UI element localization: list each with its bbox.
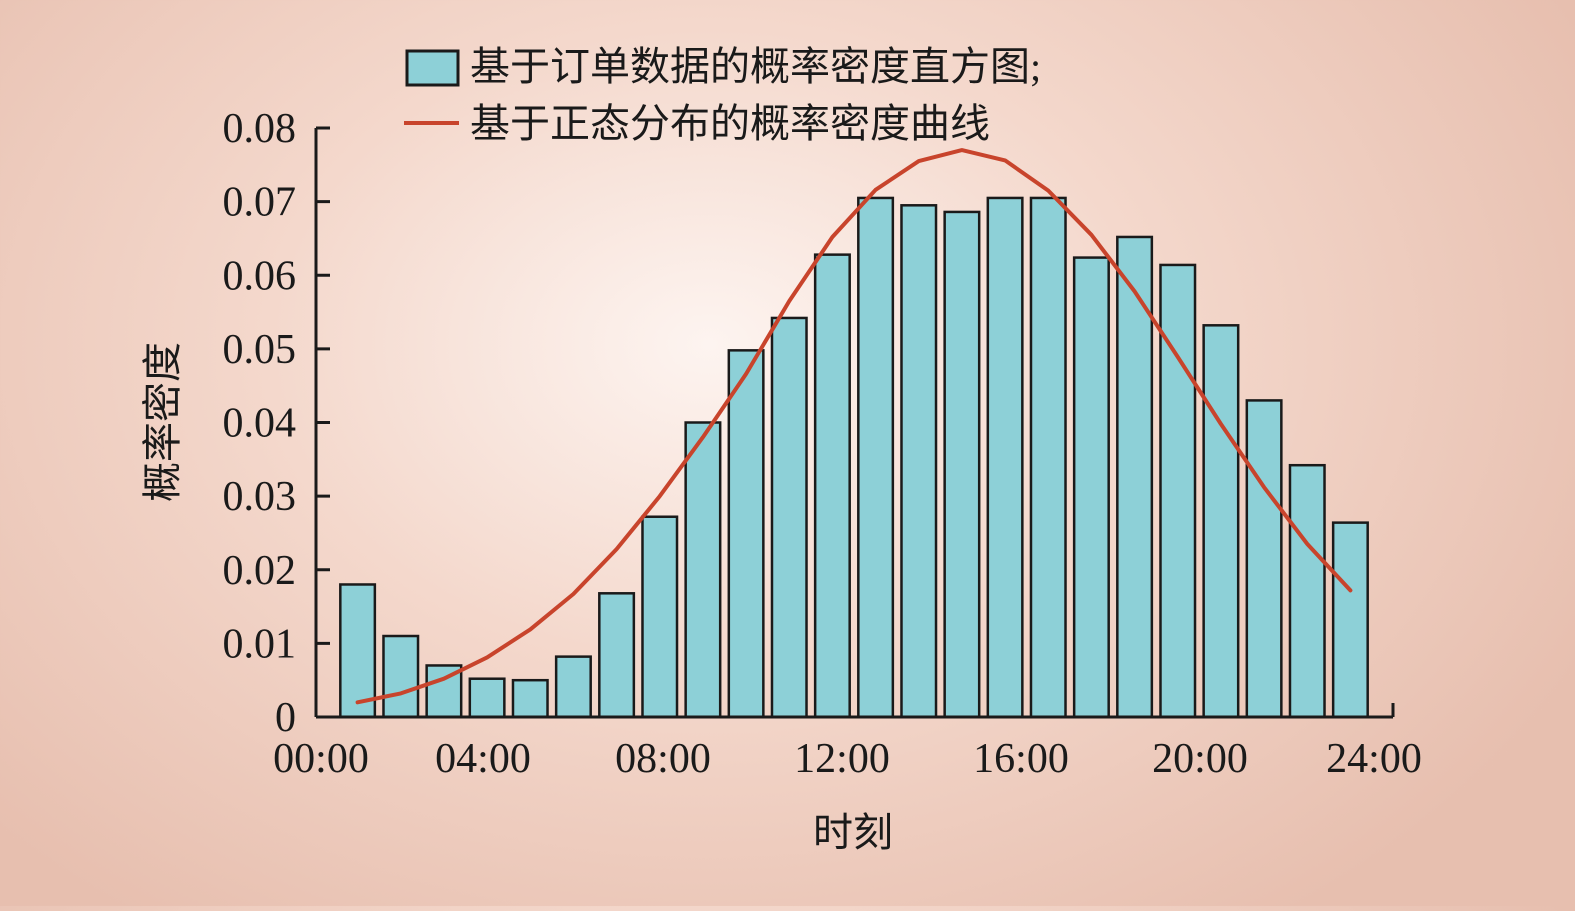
x-axis-title: 时刻: [813, 810, 893, 855]
legend-bar-swatch: [405, 49, 460, 87]
histogram-bar: [382, 634, 420, 719]
legend: 基于订单数据的概率密度直方图; 基于正态分布的概率密度曲线: [404, 44, 1041, 146]
y-tick-labels: 0 0.01 0.02 0.03 0.04 0.05 0.06 0.07 0.08: [223, 106, 297, 741]
histogram-bar: [1029, 196, 1067, 719]
y-tick-label: 0.05: [223, 327, 297, 373]
y-axis-title: 概率密度: [140, 342, 185, 502]
histogram-bar: [554, 655, 592, 719]
histogram-bar: [641, 515, 679, 719]
x-tick-label: 16:00: [973, 736, 1069, 782]
x-tick-label: 00:00: [273, 736, 369, 782]
histogram-bar: [813, 253, 851, 719]
x-tick-label: 24:00: [1326, 736, 1422, 782]
normal-curve-layer: [355, 148, 1353, 705]
x-tick-label: 12:00: [794, 736, 890, 782]
histogram-bar: [598, 592, 636, 719]
histogram-bar: [1202, 324, 1240, 719]
normal-distribution-curve: [355, 148, 1353, 705]
histogram-bar: [1288, 463, 1326, 719]
y-tick-label: 0.08: [223, 106, 297, 152]
y-tick-label: 0.03: [223, 474, 297, 520]
y-tick-label: 0.01: [223, 621, 297, 667]
histogram-bar: [339, 583, 377, 719]
x-tick-label: 04:00: [435, 736, 531, 782]
y-tick-label: 0.02: [223, 548, 297, 594]
legend-line-label: 基于正态分布的概率密度曲线: [470, 101, 990, 146]
x-tick-label: 08:00: [615, 736, 711, 782]
histogram-bar: [986, 196, 1024, 719]
y-tick-label: 0.04: [223, 401, 297, 447]
axes: [314, 126, 1395, 719]
histogram-bars: [339, 196, 1369, 719]
x-tick-labels: 00:00 04:00 08:00 12:00 16:00 20:00 24:00: [273, 736, 1422, 782]
y-tick-label: 0.06: [223, 253, 297, 299]
histogram-bar: [1072, 256, 1110, 719]
histogram-bar: [770, 316, 808, 719]
histogram-bar: [943, 210, 981, 719]
x-tick-label: 20:00: [1152, 736, 1248, 782]
y-tick-label: 0.07: [223, 180, 297, 226]
histogram-bar: [1245, 399, 1283, 719]
y-tick-label: 0: [275, 695, 296, 741]
histogram-bar: [857, 196, 895, 719]
histogram-bar: [1331, 521, 1369, 719]
legend-bar-label: 基于订单数据的概率密度直方图;: [470, 44, 1041, 89]
histogram-bar: [900, 204, 938, 719]
histogram-bar: [1159, 263, 1197, 719]
histogram-bar: [684, 421, 722, 719]
histogram-bar: [511, 678, 549, 719]
histogram-bar: [468, 677, 506, 719]
histogram-bar: [727, 349, 765, 719]
